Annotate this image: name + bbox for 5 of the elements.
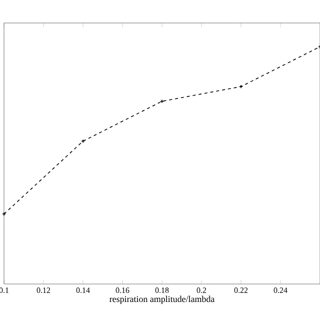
point bbox=[239, 84, 243, 89]
point bbox=[81, 139, 85, 144]
point bbox=[2, 212, 6, 216]
x-axis-title: respiration amplitude/lambda bbox=[110, 296, 215, 304]
point bbox=[160, 99, 164, 104]
